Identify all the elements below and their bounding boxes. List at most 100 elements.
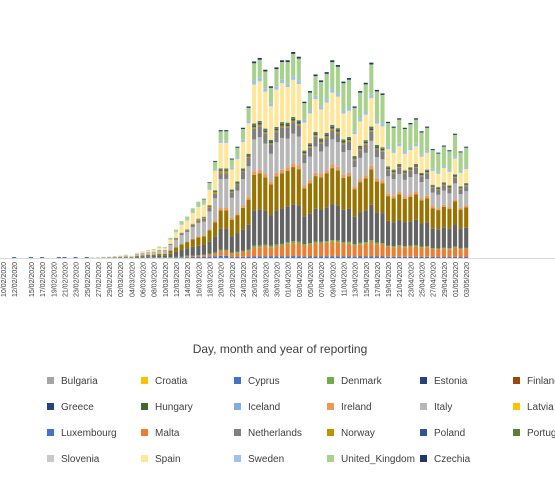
bar-segment-france [296, 205, 301, 242]
bar-segment-ireland [201, 235, 206, 237]
bar-segment-austria [430, 257, 435, 258]
bar-segment-sweden [285, 83, 290, 87]
bar-segment-denmark [291, 241, 296, 244]
bar-segment-austria [185, 257, 190, 258]
bar-segment-austria [201, 256, 206, 258]
bar-segment-austria [369, 256, 374, 258]
bar-segment-germany [335, 170, 340, 206]
bar-segment-italy [274, 142, 279, 173]
bar-segment-sweden [179, 223, 184, 225]
x-tick-label: 25/04/2020 [420, 262, 427, 297]
bar-segment-sweden [447, 169, 452, 172]
bar-segment-belgium [190, 256, 195, 258]
bar-segment-portugal [218, 168, 223, 170]
bar-segment-portugal [425, 169, 430, 171]
bar-segment-france [240, 229, 246, 251]
bar-segment-italy [196, 222, 201, 237]
bar-segment-germany [162, 253, 167, 256]
bar-segment-germany [436, 210, 441, 230]
bar-segment-ireland [425, 195, 430, 199]
bar-segment-denmark [302, 244, 307, 246]
bar-segment-denmark [229, 252, 234, 254]
bar-segment [62, 257, 67, 258]
bar-segment-norway [240, 170, 246, 172]
bar-segment-italy [229, 197, 234, 218]
bar-segment-czechia [408, 123, 413, 125]
bar-segment-netherlands [268, 144, 273, 154]
bar-segment-united_kingdom [335, 66, 340, 94]
bar-segment-belgium [257, 247, 262, 257]
x-tick-label: 01/04/2020 [286, 262, 293, 297]
bar-segment-netherlands [436, 189, 441, 195]
bar-segment-czechia [330, 60, 335, 63]
bar-segment-netherlands [352, 160, 357, 168]
bar-segment-belgium [452, 247, 458, 257]
bar-segment-ireland [402, 196, 407, 199]
bar-segment-italy [235, 190, 240, 214]
bar-segment-italy [140, 253, 145, 256]
bar-segment-poland [280, 123, 285, 126]
bar-segment-belgium [207, 254, 212, 257]
bar-segment-ireland [358, 179, 363, 183]
bar-segment-spain [190, 213, 195, 224]
bar-segment-spain [447, 171, 452, 186]
bar-segment-ireland [447, 207, 452, 210]
bar-segment-sweden [252, 80, 257, 85]
bar-segment-ireland [330, 164, 335, 169]
bar-segment-france [218, 228, 223, 250]
bar-segment-netherlands [324, 138, 329, 147]
bar-segment-poland [335, 129, 340, 132]
bar-segment-czechia [307, 91, 312, 93]
bar-segment-denmark [441, 247, 446, 249]
bar-segment-austria [447, 257, 452, 258]
bar-segment-belgium [447, 249, 452, 258]
bar-segment-italy [162, 251, 167, 254]
bar-segment-portugal [207, 205, 212, 206]
bar-segment-france [263, 210, 268, 245]
bar-segment-spain [291, 79, 296, 117]
bar-segment-france [252, 210, 257, 246]
bar-segment-sweden [363, 111, 368, 115]
x-tick-label: 18/03/2020 [208, 262, 215, 297]
bar-segment-poland [341, 140, 346, 143]
bar-segment-italy [123, 255, 128, 257]
bar-segment-sweden [296, 80, 301, 84]
bar-segment-austria [408, 256, 413, 258]
bar-segment-sweden [346, 107, 352, 111]
bar-segment-germany [441, 206, 446, 228]
bar-segment-france [123, 257, 128, 258]
bar-segment-germany [196, 237, 201, 246]
legend-item-norway: Norway [327, 428, 375, 439]
bar-segment-germany [330, 168, 335, 205]
bar-segment-spain [179, 224, 184, 233]
bar-segment-france [346, 208, 352, 242]
bar-segment-italy [291, 133, 296, 164]
bar-segment-austria [268, 256, 273, 258]
legend-label: Poland [434, 428, 466, 439]
bar-segment-italy [324, 146, 329, 171]
bar-segment-ireland [380, 180, 385, 184]
x-tick-label: 23/04/2020 [408, 262, 415, 297]
bar-segment-ireland [263, 173, 268, 178]
bar-segment-italy [179, 235, 184, 245]
bar-segment-belgium [307, 244, 312, 257]
bar-segment-poland [291, 118, 296, 121]
bar-segment-france [386, 220, 391, 246]
bar-segment-united_kingdom [146, 249, 151, 251]
bar-segment-czechia [313, 74, 318, 77]
bar-segment-netherlands [157, 250, 162, 251]
bar-segment-ireland [285, 167, 290, 171]
bar-segment-united_kingdom [207, 182, 212, 189]
bar-segment-italy [134, 254, 140, 256]
bar-segment-italy [341, 152, 346, 175]
bar-segment-spain [146, 250, 151, 253]
bar-segment-norway [397, 166, 402, 168]
bar-segment-belgium [358, 244, 363, 257]
bar-segment-spain [235, 158, 240, 182]
bar-segment-belgium [324, 242, 329, 257]
bar-segment-netherlands [252, 128, 257, 140]
bar-segment-spain [319, 109, 324, 139]
bar-segment-poland [397, 165, 402, 167]
bar-segment-poland [447, 186, 452, 188]
bar-segment-united_kingdom [240, 128, 246, 140]
